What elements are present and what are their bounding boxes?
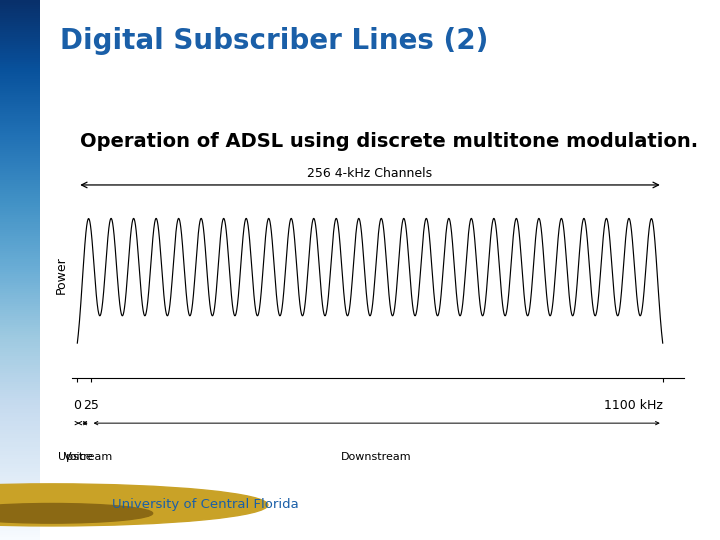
Text: Downstream: Downstream	[341, 452, 412, 462]
Text: 0: 0	[73, 399, 81, 411]
Text: University of Central Florida: University of Central Florida	[112, 498, 298, 511]
Text: Operation of ADSL using discrete multitone modulation.: Operation of ADSL using discrete multito…	[80, 132, 698, 151]
Text: Digital Subscriber Lines (2): Digital Subscriber Lines (2)	[60, 27, 488, 55]
Text: Upstream: Upstream	[58, 452, 112, 462]
Text: Voice: Voice	[63, 452, 93, 462]
Text: 25: 25	[83, 399, 99, 411]
Y-axis label: Power: Power	[55, 256, 68, 294]
Text: 1100 kHz: 1100 kHz	[604, 399, 662, 411]
Circle shape	[0, 503, 153, 523]
Circle shape	[0, 484, 268, 526]
Text: 256 4-kHz Channels: 256 4-kHz Channels	[307, 167, 433, 180]
